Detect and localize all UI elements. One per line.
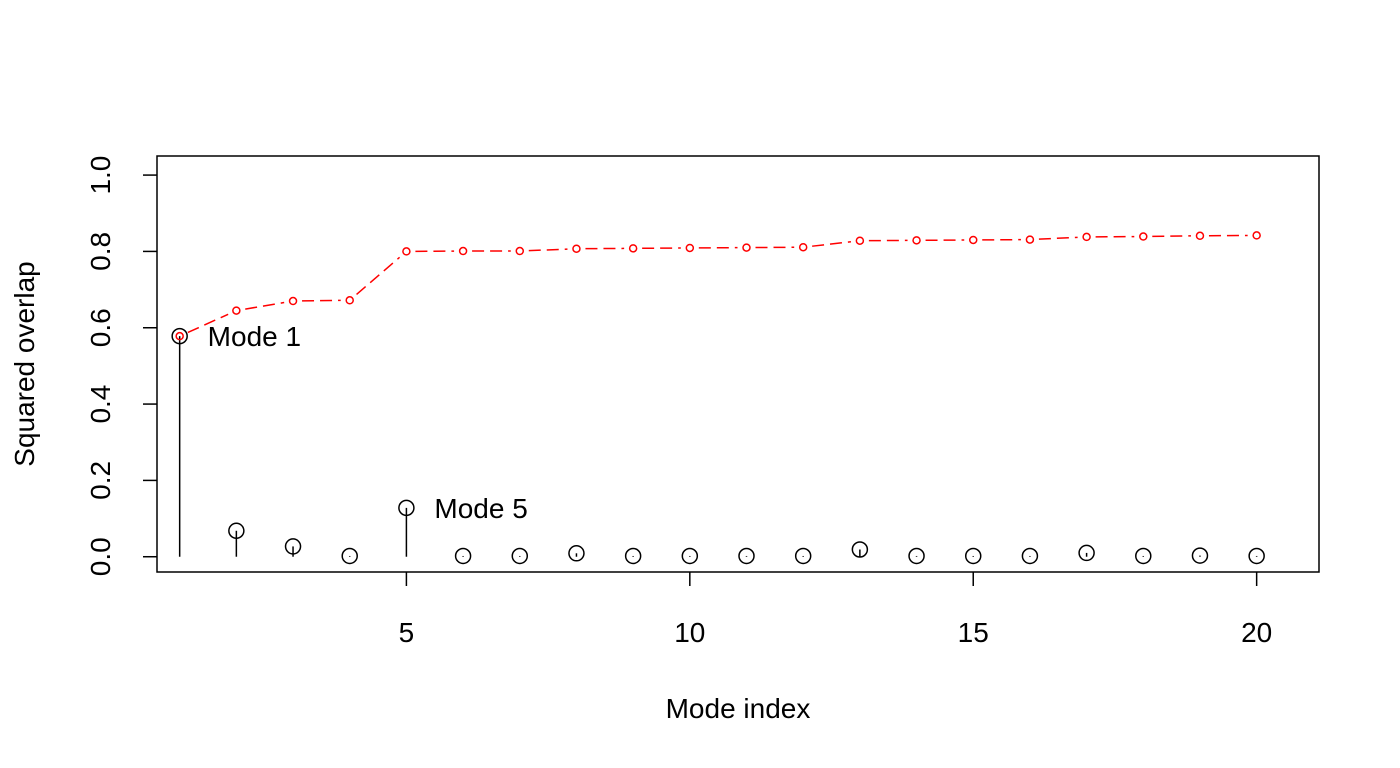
overlap-point [964, 547, 982, 565]
cumulative-point [912, 236, 921, 245]
overlap-point [1191, 547, 1209, 564]
cumulative-point [232, 306, 241, 315]
overlap-point [284, 538, 302, 555]
overlap-point [908, 547, 925, 565]
annotations: Mode 1 Mode 5 [208, 321, 528, 524]
x-tick-label: 20 [1241, 617, 1272, 648]
cumulative-point [1082, 232, 1091, 242]
overlap-point [681, 547, 699, 565]
y-tick-label: 0.6 [85, 308, 116, 347]
cumulative-point [1139, 232, 1148, 241]
overlap-point [1248, 547, 1265, 565]
y-tick-label: 0.4 [85, 385, 116, 424]
cumulative-line [187, 234, 1248, 334]
cumulative-segment [1038, 236, 1078, 240]
x-tick-label: 5 [399, 617, 415, 648]
cumulative-point [685, 243, 695, 253]
cumulative-point [968, 235, 978, 245]
cumulative-point [798, 242, 808, 252]
overlap-point [1135, 547, 1152, 565]
y-tick-label: 0.8 [85, 232, 116, 271]
cumulative-segment [812, 241, 852, 247]
cumulative-point [175, 331, 184, 341]
cumulative-segment [356, 256, 401, 295]
cumulative-point [742, 243, 751, 252]
cumulative-segment [302, 299, 341, 302]
overlap-point [851, 541, 869, 558]
cumulative-segment [528, 248, 568, 252]
cumulative-point [458, 246, 468, 256]
overlap-point [511, 547, 529, 565]
cumulative-point [1252, 231, 1261, 240]
cumulative-point [628, 244, 638, 253]
x-tick-label: 15 [958, 617, 989, 648]
overlap-point [794, 547, 812, 565]
overlap-point [568, 545, 585, 562]
overlap-point [228, 522, 245, 540]
cumulative-point [572, 244, 581, 253]
y-tick-label: 0.2 [85, 461, 116, 500]
cumulative-point [345, 296, 354, 305]
overlap-stems [178, 336, 1258, 557]
x-axis: 5 10 15 20 [399, 572, 1272, 648]
overlap-point [1078, 544, 1095, 562]
data-points [171, 231, 1265, 565]
mode-annotation: Mode 1 [208, 321, 301, 352]
cumulative-segment [1152, 235, 1191, 238]
plot-box [156, 155, 1320, 573]
x-tick-label: 10 [674, 617, 705, 648]
mode-annotation: Mode 5 [434, 493, 527, 524]
cumulative-point [515, 246, 525, 256]
y-tick-label: 1.0 [85, 156, 116, 195]
cumulative-segment [187, 313, 229, 334]
overlap-point [171, 327, 188, 345]
cumulative-point [288, 296, 298, 306]
y-tick-label: 0.0 [85, 537, 116, 576]
overlap-point [738, 547, 755, 565]
y-axis: 0.0 0.2 0.4 0.6 0.8 1.0 [85, 156, 157, 576]
x-axis-title: Mode index [666, 693, 811, 724]
y-axis-title: Squared overlap [9, 261, 40, 466]
cumulative-point [1195, 231, 1205, 241]
overlap-point [341, 547, 358, 565]
overlap-point [624, 547, 642, 565]
overlap-point [398, 499, 415, 517]
cumulative-point [402, 247, 411, 256]
overlap-point [1021, 547, 1039, 565]
cumulative-point [1025, 235, 1035, 244]
overlap-point [454, 547, 472, 565]
cumulative-segment [245, 301, 285, 310]
cumulative-point [855, 236, 865, 245]
